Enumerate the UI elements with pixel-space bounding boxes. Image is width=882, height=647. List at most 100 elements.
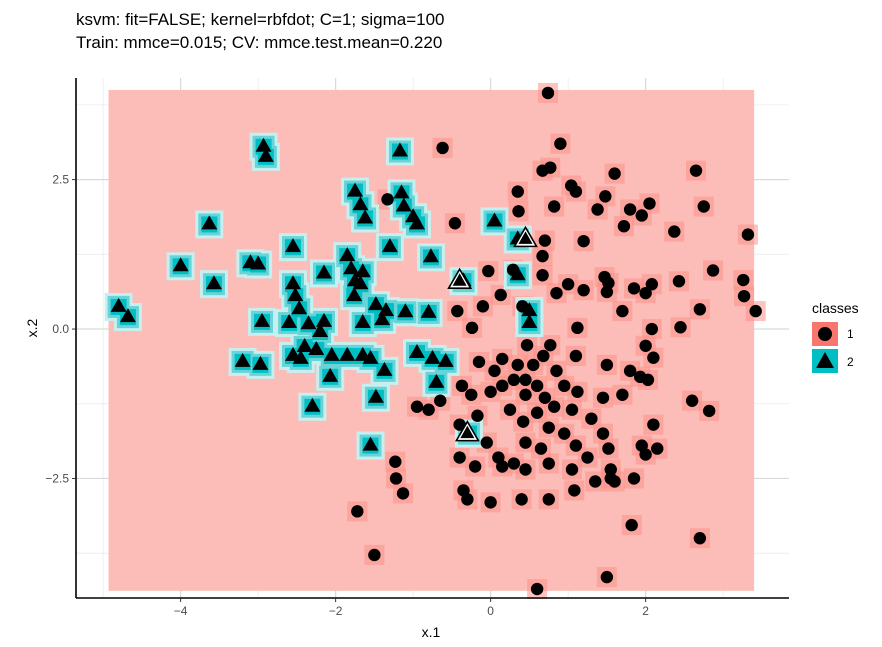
- data-point-class-1: [542, 421, 555, 434]
- data-point-class-1: [503, 403, 517, 416]
- data-point-class-1: [389, 455, 402, 468]
- data-point-class-2: [347, 182, 363, 197]
- data-point-class-2: [119, 308, 136, 323]
- data-point-class-1: [448, 217, 462, 230]
- data-point-class-1: [544, 338, 557, 352]
- data-point-class-1: [602, 442, 615, 455]
- data-point-class-1: [530, 379, 544, 393]
- data-point-class-2: [409, 343, 425, 358]
- data-point-class-1: [558, 427, 571, 440]
- data-point-class-1: [544, 161, 557, 174]
- data-point-class-2: [521, 302, 538, 317]
- legend-label-2: 2: [847, 355, 854, 369]
- data-point-class-1: [616, 304, 629, 318]
- data-point-class-1: [737, 289, 751, 303]
- data-point-class-2: [291, 300, 308, 315]
- legend: classes 1 2: [812, 300, 859, 373]
- data-point-class-1: [465, 321, 479, 335]
- data-point-class-2: [285, 238, 301, 253]
- data-point-class-2: [110, 297, 127, 312]
- data-point-class-2: [362, 349, 379, 364]
- data-point-class-2: [257, 147, 274, 162]
- data-point-class-1: [600, 285, 614, 299]
- data-point-class-1: [538, 234, 552, 247]
- data-point-class-2: [205, 275, 222, 290]
- data-point-class-1: [389, 472, 403, 485]
- data-point-class-1: [484, 496, 497, 509]
- data-point-class-2: [254, 312, 270, 327]
- legend-key-1-circle-icon: [818, 327, 832, 341]
- data-point-class-1: [496, 460, 509, 473]
- data-point-class-1: [706, 264, 720, 277]
- data-point-class-1: [571, 385, 584, 398]
- data-point-class-1: [519, 463, 532, 476]
- data-point-class-1: [641, 373, 655, 387]
- x-tick-label: −2: [329, 604, 343, 618]
- data-point-class-2: [201, 215, 218, 230]
- data-point-class-1: [674, 321, 687, 334]
- y-tick-label: −2.5: [45, 471, 69, 485]
- data-point-class-2: [352, 196, 369, 211]
- data-point-class-1: [536, 249, 549, 263]
- data-point-class-1: [697, 200, 710, 213]
- data-point-class-1: [625, 518, 638, 532]
- data-point-class-1: [685, 394, 699, 407]
- data-point-class-1: [515, 493, 528, 506]
- data-point-class-2: [422, 248, 439, 263]
- data-point-class-2: [354, 263, 371, 278]
- data-point-class-1: [693, 532, 707, 545]
- data-point-class-1: [643, 197, 656, 210]
- data-point-class-1: [542, 493, 555, 506]
- data-point-class-1: [635, 209, 648, 222]
- data-point-class-1: [436, 141, 449, 155]
- data-point-class-2: [376, 361, 393, 376]
- data-point-class-1: [465, 388, 478, 401]
- data-point-class-2: [357, 209, 374, 224]
- data-point-class-1: [410, 400, 424, 413]
- data-point-class-1: [434, 394, 447, 407]
- data-point-class-1: [693, 303, 707, 316]
- data-point-class-1: [451, 304, 464, 318]
- data-point-class-1: [368, 548, 381, 562]
- data-point-class-1: [453, 418, 466, 431]
- data-point-class-1: [639, 286, 652, 300]
- data-point-class-1: [689, 164, 703, 177]
- data-point-class-2: [339, 346, 356, 361]
- data-point-class-1: [589, 475, 602, 488]
- data-point-class-2: [424, 349, 441, 364]
- data-point-class-2: [420, 303, 437, 318]
- data-point-misclassified: [518, 231, 533, 244]
- data-point-class-1: [519, 373, 532, 387]
- data-point-class-1: [565, 463, 579, 476]
- data-point-class-2: [285, 275, 301, 290]
- data-point-class-2: [381, 238, 398, 253]
- data-point-class-1: [608, 167, 621, 180]
- data-point-class-1: [516, 415, 530, 428]
- data-point-class-1: [471, 409, 484, 422]
- data-point-class-1: [569, 185, 583, 198]
- y-tick-label: 2.5: [52, 173, 69, 187]
- data-point-class-2: [521, 314, 538, 329]
- data-point-class-1: [600, 570, 614, 584]
- x-tick-label: 2: [642, 604, 649, 618]
- data-point-class-1: [596, 427, 610, 440]
- data-point-class-1: [617, 220, 631, 233]
- data-point-class-2: [172, 257, 189, 272]
- data-point-class-2: [296, 337, 313, 352]
- data-point-class-1: [596, 391, 610, 404]
- data-point-class-1: [519, 388, 532, 401]
- data-point-class-1: [511, 185, 524, 198]
- data-point-class-1: [496, 379, 509, 393]
- data-point-class-2: [486, 212, 503, 227]
- data-point-class-1: [550, 364, 563, 378]
- data-point-class-1: [537, 349, 550, 363]
- data-point-class-1: [647, 351, 660, 364]
- data-point-class-1: [550, 286, 563, 300]
- data-point-class-1: [461, 493, 474, 506]
- data-point-misclassified: [460, 425, 475, 439]
- data-point-class-1: [534, 442, 548, 455]
- data-point-class-1: [741, 228, 755, 241]
- data-point-class-1: [627, 472, 641, 485]
- data-point-class-1: [527, 358, 540, 372]
